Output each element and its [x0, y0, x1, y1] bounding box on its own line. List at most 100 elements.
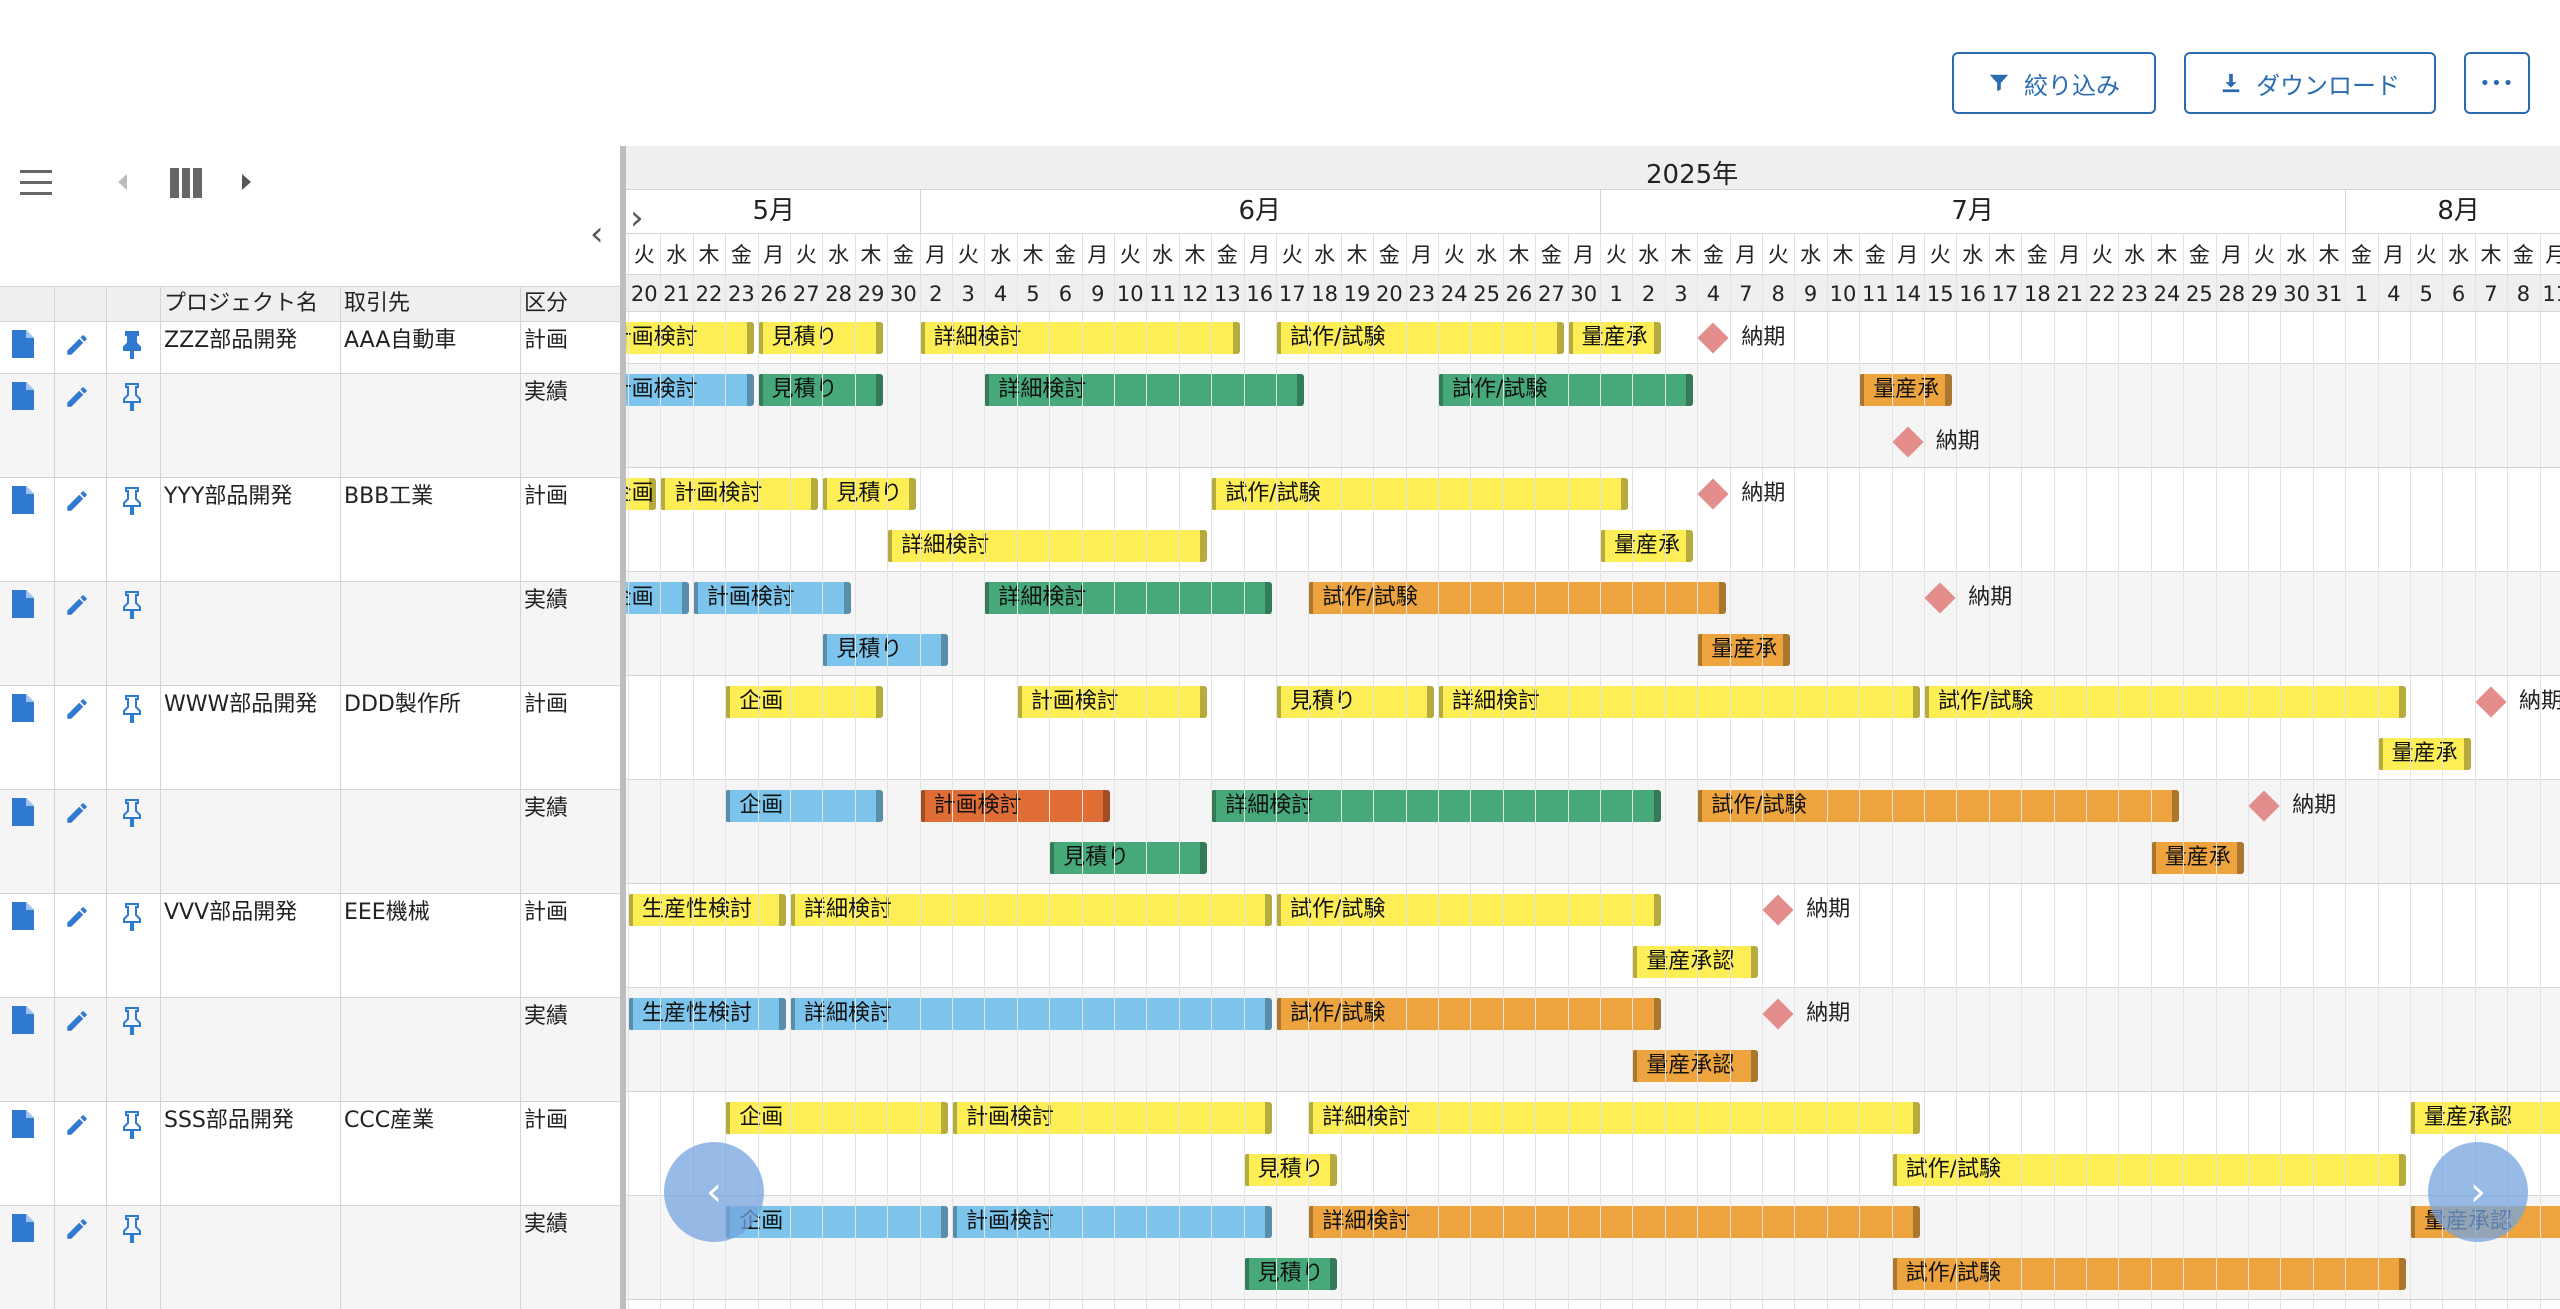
gantt-task-bar[interactable]: 詳細検討 [984, 374, 1305, 406]
gantt-task-bar[interactable]: 詳細検討 [1211, 790, 1661, 822]
gantt-task-bar[interactable]: 量産承 [1697, 634, 1791, 666]
edit-pencil-icon[interactable] [64, 696, 90, 722]
gantt-task-bar[interactable]: 詳細検討 [790, 894, 1272, 926]
table-row[interactable]: VVV部品開発 EEE機械 計画 [0, 894, 620, 998]
gantt-task-bar[interactable]: 計画検討 [660, 478, 819, 510]
gantt-task-bar[interactable]: 詳細検討 [887, 530, 1208, 562]
gantt-task-bar[interactable]: 詳細検討 [984, 582, 1272, 614]
pin-icon[interactable] [120, 694, 144, 724]
menu-icon[interactable] [20, 170, 52, 196]
gantt-task-bar[interactable]: 生産性検討 [628, 998, 786, 1030]
gantt-task-bar[interactable]: 計画検討 [952, 1206, 1272, 1238]
edit-pencil-icon[interactable] [64, 800, 90, 826]
pin-icon[interactable] [120, 590, 144, 620]
document-icon[interactable] [12, 1110, 34, 1138]
table-row[interactable]: 実績 [0, 1206, 620, 1309]
pin-icon[interactable] [120, 1214, 144, 1244]
pin-icon[interactable] [120, 1006, 144, 1036]
edit-pencil-icon[interactable] [64, 904, 90, 930]
table-row[interactable]: 実績 [0, 582, 620, 686]
edit-pencil-icon[interactable] [64, 1008, 90, 1034]
document-icon[interactable] [12, 694, 34, 722]
pin-icon[interactable] [120, 330, 144, 360]
gantt-task-bar[interactable]: 見積り [757, 322, 884, 354]
expand-panel-icon[interactable]: › [630, 198, 644, 238]
scroll-prev-button[interactable]: ‹ [664, 1142, 764, 1242]
gantt-task-bar[interactable]: 計画検討 [919, 790, 1110, 822]
gantt-task-bar[interactable]: 計画検討 [1016, 686, 1208, 718]
column-header-project[interactable]: プロジェクト名 [164, 291, 319, 316]
gantt-task-bar[interactable]: 企画 [725, 1206, 948, 1238]
gantt-task-bar[interactable]: 企画 [725, 686, 884, 718]
table-row[interactable]: SSS部品開発 CCC産業 計画 [0, 1102, 620, 1206]
gantt-task-bar[interactable]: 量産承 [1859, 374, 1953, 406]
table-row[interactable]: YYY部品開発 BBB工業 計画 [0, 478, 620, 582]
document-icon[interactable] [12, 382, 34, 410]
columns-icon[interactable] [170, 168, 203, 198]
gantt-task-bar[interactable]: 詳細検討 [1438, 686, 1920, 718]
more-options-button[interactable]: ••• [2464, 52, 2530, 114]
pin-icon[interactable] [120, 902, 144, 932]
scroll-right-small-icon[interactable] [242, 174, 251, 190]
document-icon[interactable] [12, 798, 34, 826]
gantt-task-bar[interactable]: 量産承 [1567, 322, 1661, 354]
edit-pencil-icon[interactable] [64, 384, 90, 410]
filter-button[interactable]: 絞り込み [1952, 52, 2156, 114]
gantt-task-bar[interactable]: 見積り [1049, 842, 1208, 874]
gantt-task-bar[interactable]: 計画検討 [692, 582, 851, 614]
column-header-kind[interactable]: 区分 [524, 291, 569, 316]
gantt-task-bar[interactable]: 見積り [1243, 1258, 1337, 1290]
gantt-task-bar[interactable]: 量産承認 [1632, 946, 1758, 978]
column-header-client[interactable]: 取引先 [344, 291, 411, 316]
gantt-task-bar[interactable]: 試作/試験 [1891, 1258, 2406, 1290]
gantt-task-bar[interactable]: 企画 [626, 582, 689, 614]
gantt-task-bar[interactable]: 試作/試験 [1438, 374, 1694, 406]
table-row[interactable]: 実績 [0, 374, 620, 478]
gantt-task-bar[interactable]: 詳細検討 [790, 998, 1272, 1030]
table-row[interactable]: ZZZ部品開発 AAA自動車 計画 [0, 322, 620, 374]
pin-icon[interactable] [120, 486, 144, 516]
table-row[interactable]: 実績 [0, 998, 620, 1102]
gantt-task-bar[interactable]: 量産承 [2377, 738, 2471, 770]
gantt-task-bar[interactable]: 試作/試験 [1924, 686, 2406, 718]
gantt-task-bar[interactable]: 企画 [725, 790, 884, 822]
gantt-task-bar[interactable]: 詳細検討 [1308, 1102, 1920, 1134]
gantt-task-bar[interactable]: 計画検討 [952, 1102, 1272, 1134]
gantt-task-bar[interactable]: 試作/試験 [1308, 582, 1726, 614]
gantt-task-bar[interactable]: 量産承認 [1632, 1050, 1758, 1082]
gantt-task-bar[interactable]: 量産承 [1600, 530, 1694, 562]
table-row[interactable]: WWW部品開発 DDD製作所 計画 [0, 686, 620, 790]
document-icon[interactable] [12, 1006, 34, 1034]
document-icon[interactable] [12, 902, 34, 930]
gantt-task-bar[interactable]: 見積り [822, 478, 916, 510]
scroll-left-small-icon[interactable] [118, 174, 127, 190]
gantt-task-bar[interactable]: 試作/試験 [1211, 478, 1629, 510]
gantt-task-bar[interactable]: 量産承認 [2410, 1102, 2560, 1134]
document-icon[interactable] [12, 486, 34, 514]
gantt-task-bar[interactable]: 見積り [822, 634, 948, 666]
edit-pencil-icon[interactable] [64, 332, 90, 358]
edit-pencil-icon[interactable] [64, 1216, 90, 1242]
document-icon[interactable] [12, 330, 34, 358]
gantt-task-bar[interactable]: 見積り [757, 374, 884, 406]
gantt-task-bar[interactable]: 企画 [626, 478, 657, 510]
gantt-task-bar[interactable]: 詳細検討 [1308, 1206, 1920, 1238]
gantt-task-bar[interactable]: 試作/試験 [1276, 894, 1661, 926]
gantt-task-bar[interactable]: 生産性検討 [628, 894, 786, 926]
gantt-task-bar[interactable]: 量産承 [2150, 842, 2244, 874]
panel-splitter[interactable] [620, 146, 626, 1309]
gantt-task-bar[interactable]: 計画検討 [626, 374, 754, 406]
table-row[interactable]: 実績 [0, 790, 620, 894]
gantt-task-bar[interactable]: 試作/試験 [1891, 1154, 2406, 1186]
edit-pencil-icon[interactable] [64, 592, 90, 618]
scroll-next-button[interactable]: › [2428, 1142, 2528, 1242]
pin-icon[interactable] [120, 1110, 144, 1140]
gantt-task-bar[interactable]: 企画 [725, 1102, 948, 1134]
pin-icon[interactable] [120, 798, 144, 828]
gantt-task-bar[interactable]: 試作/試験 [1276, 998, 1661, 1030]
gantt-task-bar[interactable]: 計画検討 [626, 322, 754, 354]
gantt-task-bar[interactable]: 見積り [1243, 1154, 1337, 1186]
gantt-task-bar[interactable]: 試作/試験 [1276, 322, 1564, 354]
document-icon[interactable] [12, 1214, 34, 1242]
collapse-panel-icon[interactable]: ‹ [590, 214, 604, 254]
